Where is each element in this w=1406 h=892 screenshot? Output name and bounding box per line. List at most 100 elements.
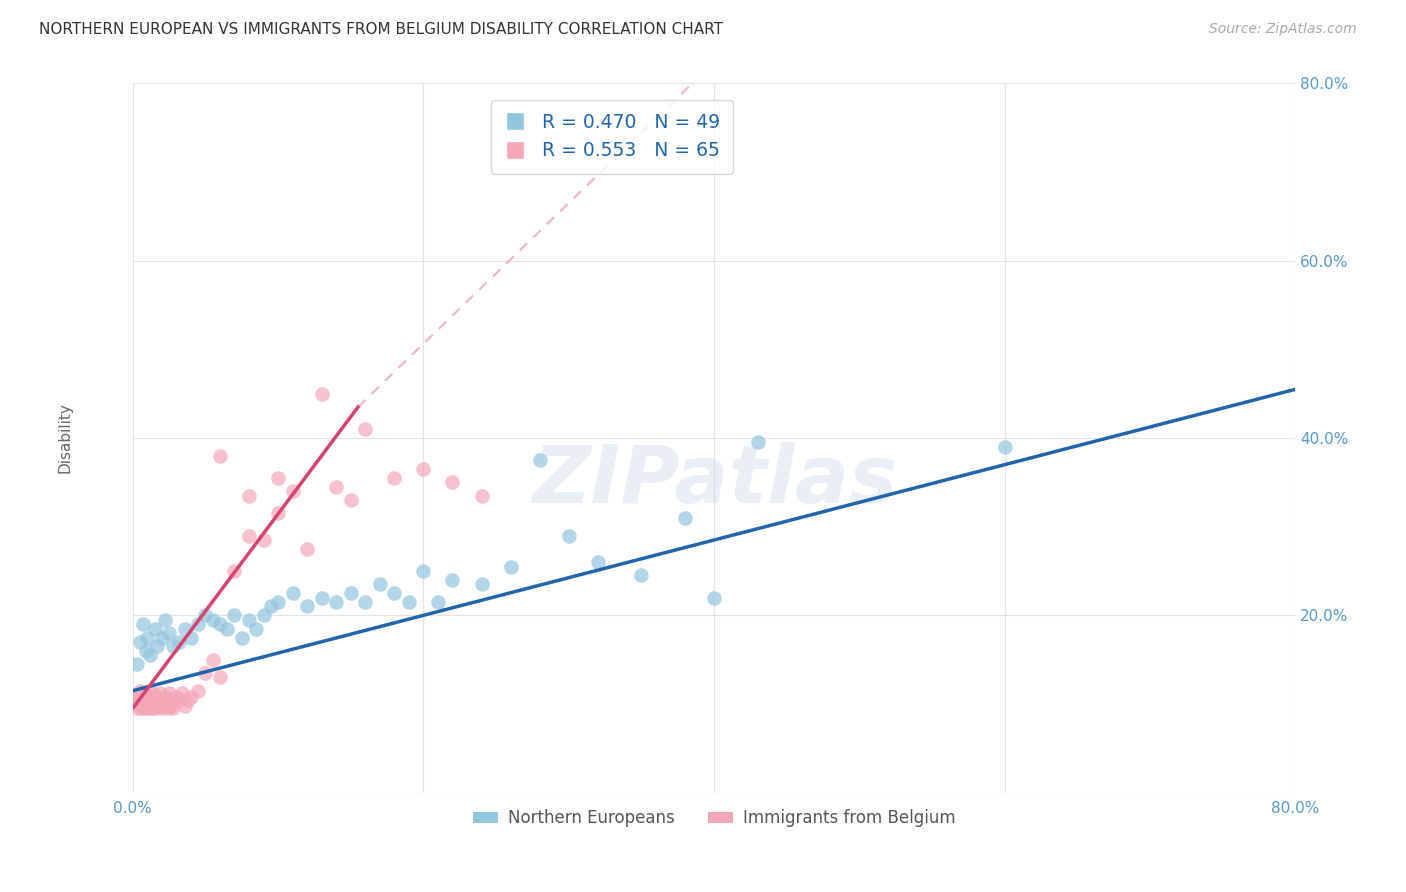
Point (499, 559, 522, 574)
Point (122, 692, 145, 706)
Point (368, 577, 391, 591)
Point (238, 613, 260, 627)
Point (382, 471, 405, 485)
Point (135, 692, 157, 706)
Point (994, 440, 1017, 454)
Point (194, 608, 217, 623)
Point (150, 631, 173, 645)
Point (125, 701, 148, 715)
Point (155, 690, 177, 704)
Point (217, 622, 239, 636)
Legend: Northern Europeans, Immigrants from Belgium: Northern Europeans, Immigrants from Belg… (465, 803, 962, 834)
Point (125, 657, 148, 672)
Point (153, 613, 176, 627)
Text: Source: ZipAtlas.com: Source: ZipAtlas.com (1209, 22, 1357, 37)
Point (139, 690, 162, 704)
Point (167, 635, 190, 649)
Point (398, 595, 420, 609)
Point (339, 493, 361, 508)
Point (143, 622, 166, 636)
Point (132, 686, 155, 700)
Point (325, 480, 347, 494)
Point (673, 511, 696, 525)
Point (128, 697, 150, 711)
Point (131, 690, 153, 704)
Point (252, 533, 274, 547)
Point (132, 617, 155, 632)
Point (150, 701, 173, 715)
Point (267, 595, 290, 609)
Point (135, 698, 157, 713)
Point (131, 701, 153, 715)
Point (134, 701, 156, 715)
Point (138, 692, 160, 706)
Point (311, 386, 333, 401)
Point (354, 595, 377, 609)
Text: NORTHERN EUROPEAN VS IMMIGRANTS FROM BELGIUM DISABILITY CORRELATION CHART: NORTHERN EUROPEAN VS IMMIGRANTS FROM BEL… (39, 22, 723, 37)
Point (208, 617, 231, 632)
Point (311, 591, 333, 605)
Point (325, 595, 347, 609)
Point (412, 462, 434, 476)
Point (134, 690, 156, 704)
Point (558, 528, 581, 542)
Point (136, 688, 159, 702)
Point (153, 698, 176, 713)
Point (141, 698, 163, 713)
Point (132, 698, 155, 713)
Point (146, 640, 169, 654)
Point (208, 670, 231, 684)
Point (139, 701, 162, 715)
Point (281, 586, 304, 600)
Point (339, 586, 361, 600)
Point (167, 692, 190, 706)
Point (174, 698, 197, 713)
Point (267, 507, 290, 521)
Point (146, 692, 169, 706)
Point (441, 573, 464, 587)
Point (252, 608, 274, 623)
Point (136, 701, 159, 715)
Point (238, 528, 260, 542)
Point (281, 484, 304, 499)
Point (157, 686, 180, 700)
Point (162, 701, 184, 715)
Point (149, 686, 172, 700)
Point (135, 644, 157, 658)
Point (260, 599, 283, 614)
Point (172, 686, 194, 700)
Point (231, 631, 253, 645)
Point (354, 422, 377, 436)
Y-axis label: Disability: Disability (58, 402, 72, 474)
Point (142, 701, 165, 715)
Point (224, 564, 246, 578)
Point (129, 683, 152, 698)
Point (139, 648, 162, 663)
Point (441, 475, 464, 490)
Point (295, 541, 318, 556)
Point (145, 701, 167, 715)
Point (165, 690, 187, 704)
Point (156, 701, 179, 715)
Point (157, 626, 180, 640)
Point (412, 564, 434, 578)
Point (201, 653, 224, 667)
Point (586, 555, 609, 569)
Point (180, 631, 202, 645)
Point (426, 595, 449, 609)
Point (470, 489, 492, 503)
Point (143, 688, 166, 702)
Point (187, 683, 209, 698)
Point (160, 692, 183, 706)
Point (201, 613, 224, 627)
Point (129, 635, 152, 649)
Point (703, 591, 725, 605)
Point (295, 599, 318, 614)
Point (529, 453, 551, 467)
Text: ZIPatlas: ZIPatlas (531, 442, 897, 520)
Point (245, 622, 267, 636)
Point (152, 692, 174, 706)
Point (224, 608, 246, 623)
Point (470, 577, 492, 591)
Point (238, 489, 260, 503)
